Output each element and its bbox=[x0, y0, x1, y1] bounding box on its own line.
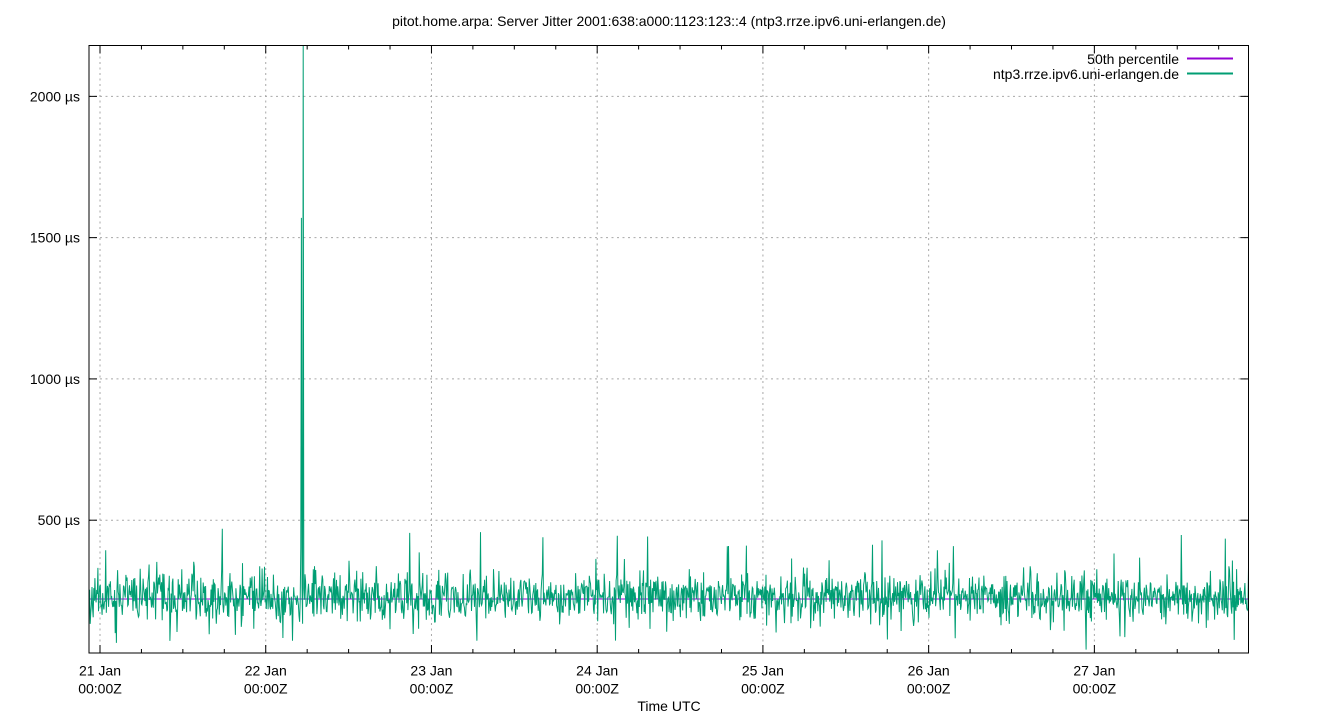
x-tick-label-day: 25 Jan bbox=[742, 663, 784, 679]
x-tick-label-day: 22 Jan bbox=[245, 663, 287, 679]
legend-label: 50th percentile bbox=[1087, 51, 1179, 67]
series-jitter bbox=[88, 45, 1249, 650]
x-tick-label-time: 00:00Z bbox=[1073, 681, 1117, 697]
x-tick-label-day: 21 Jan bbox=[79, 663, 121, 679]
y-tick-label: 2000 µs bbox=[30, 88, 80, 104]
y-tick-label: 1500 µs bbox=[30, 230, 80, 246]
x-axis-label: Time UTC bbox=[637, 698, 700, 714]
grid-lines bbox=[89, 45, 1249, 653]
axes bbox=[88, 45, 1249, 654]
x-tick-label-day: 24 Jan bbox=[576, 663, 618, 679]
x-tick-label-time: 00:00Z bbox=[410, 681, 454, 697]
x-tick-label-time: 00:00Z bbox=[575, 681, 619, 697]
series bbox=[88, 45, 1249, 650]
chart-title: pitot.home.arpa: Server Jitter 2001:638:… bbox=[392, 13, 946, 29]
tick-labels: 500 µs 1000 µs 1500 µs 2000 µs 21 Jan 00:00Z 2… bbox=[30, 88, 1117, 696]
x-tick-label-day: 26 Jan bbox=[908, 663, 950, 679]
x-tick-label-time: 00:00Z bbox=[741, 681, 785, 697]
x-tick-label-day: 27 Jan bbox=[1073, 663, 1115, 679]
legend-label: ntp3.rrze.ipv6.uni-erlangen.de bbox=[993, 66, 1179, 82]
y-tick-label: 1000 µs bbox=[30, 371, 80, 387]
x-tick-label-time: 00:00Z bbox=[907, 681, 951, 697]
y-tick-label: 500 µs bbox=[38, 512, 80, 528]
x-tick-label-time: 00:00Z bbox=[244, 681, 288, 697]
x-tick-label-time: 00:00Z bbox=[78, 681, 122, 697]
x-tick-label-day: 23 Jan bbox=[410, 663, 452, 679]
legend: 50th percentilentp3.rrze.ipv6.uni-erlang… bbox=[993, 51, 1233, 82]
plot-border bbox=[88, 45, 1249, 654]
